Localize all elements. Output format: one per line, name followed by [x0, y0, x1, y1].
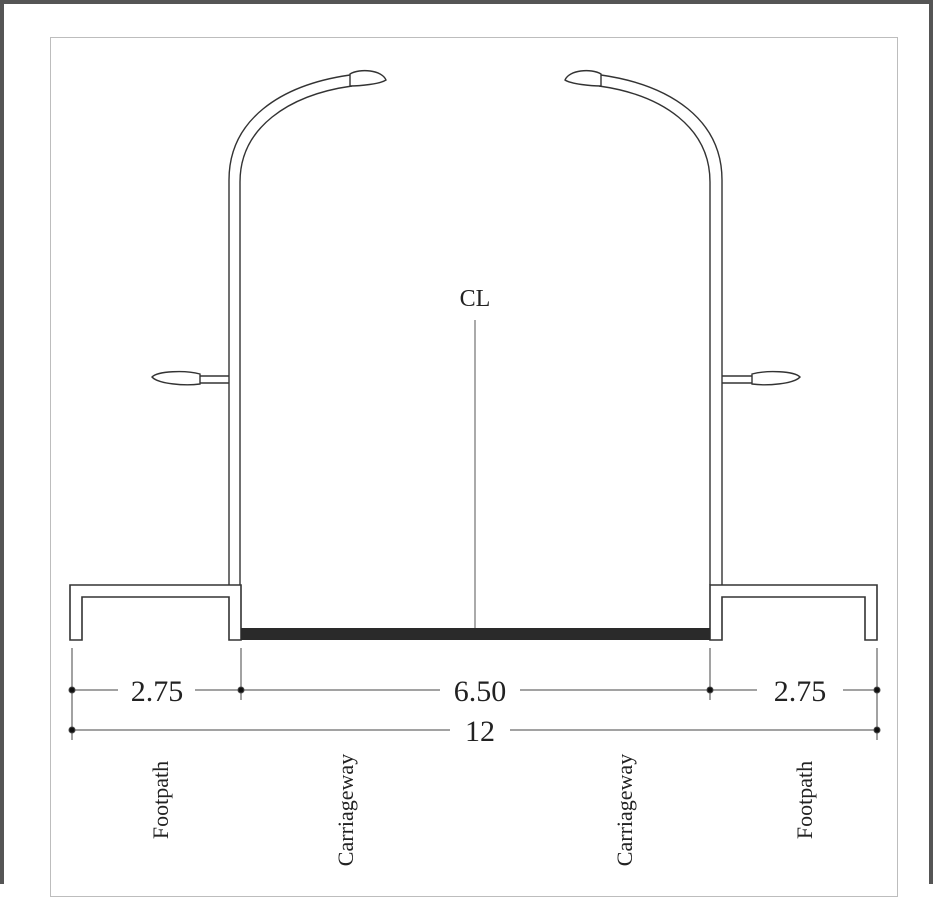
zone-footpath-right: Footpath — [792, 761, 817, 839]
dim-footpath-right: 2.75 — [774, 675, 827, 708]
right-upper-lamp-head — [564, 69, 602, 87]
centerline-label: CL — [460, 286, 491, 312]
zone-carriageway-right: Carriageway — [612, 754, 637, 866]
left-lamp-post — [151, 69, 387, 585]
dimension-row-total — [68, 726, 881, 734]
dim-total: 12 — [465, 715, 495, 748]
dim-footpath-left: 2.75 — [131, 675, 184, 708]
right-lamp-post — [564, 69, 801, 585]
left-lower-lamp-head — [151, 370, 201, 386]
right-footpath-outline — [709, 584, 878, 641]
dimension-row-sections — [68, 686, 881, 694]
carriageway-pavement — [241, 628, 710, 640]
left-footpath-outline — [69, 584, 242, 641]
zone-footpath-left: Footpath — [148, 761, 173, 839]
dim-carriageway: 6.50 — [454, 675, 507, 708]
left-upper-lamp-head — [349, 69, 387, 87]
zone-carriageway-left: Carriageway — [333, 754, 358, 866]
right-lower-lamp-head — [751, 370, 801, 386]
